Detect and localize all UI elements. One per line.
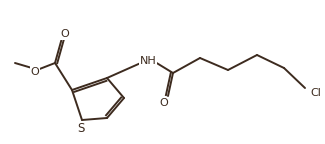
Text: NH: NH [140, 56, 156, 66]
Text: O: O [61, 29, 69, 39]
Text: O: O [31, 67, 39, 77]
Text: Cl: Cl [310, 88, 321, 98]
Text: S: S [77, 122, 85, 134]
Text: O: O [160, 98, 168, 108]
